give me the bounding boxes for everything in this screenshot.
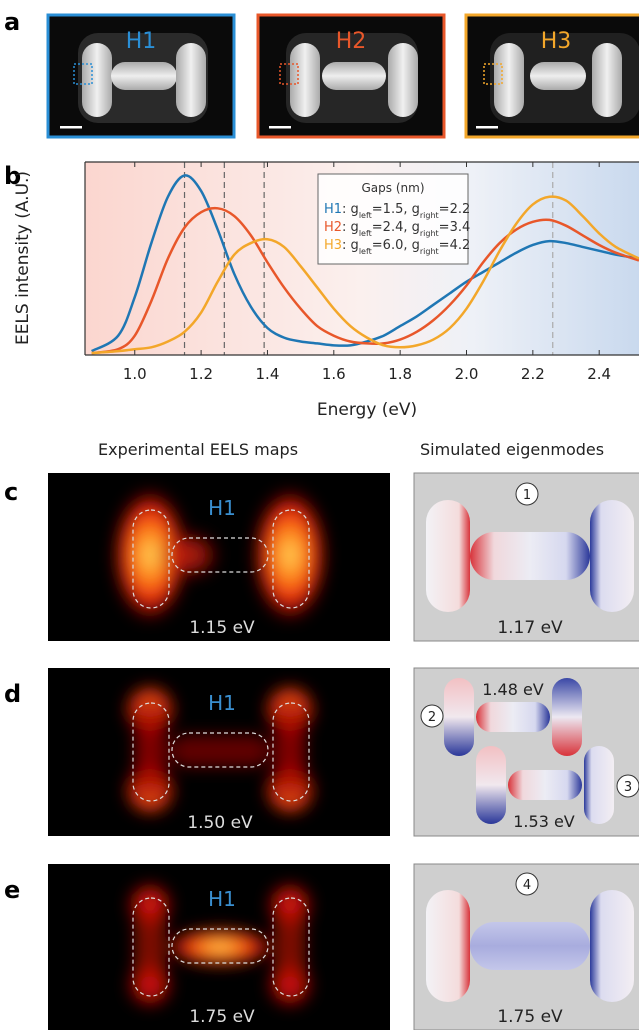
legend-title: Gaps (nm) [362,181,425,195]
y-axis-label: EELS intensity (A.U.) [13,171,33,345]
column-header-experimental: Experimental EELS maps [98,440,299,459]
column-header-simulated: Simulated eigenmodes [420,440,605,459]
mode-number-c: 1 [523,488,531,503]
stem-title-h1: H1 [126,29,157,54]
legend: Gaps (nm) H1: gleft=1.5, gright=2.2H2: g… [317,173,470,265]
x-axis-label: Energy (eV) [317,400,417,420]
legend-entry-h3: H3: gleft=6.0, gright=4.2 [324,238,470,256]
stem-image-h3: H3 [464,13,639,139]
eels-chart: 1.0 1.2 1.4 1.6 1.8 2.0 2.2 2.4 Energy (eV) EEL… [13,161,639,420]
stem-image-h2: H2 [256,13,446,139]
mode-number-d-a: 2 [428,710,436,725]
x-tick-label: 1.6 [322,365,346,383]
stem-title-h3: H3 [541,29,572,54]
map-title-c: H1 [208,496,236,520]
eels-map-c: H1 1.15 eV [48,473,390,641]
x-tick-label: 1.0 [123,365,147,383]
x-tick-label: 1.4 [256,365,280,383]
map-title-e: H1 [208,887,236,911]
mode-energy-e: 1.75 eV [497,1007,563,1027]
panel-a-images: H1 H2 H3 [46,13,639,139]
panel-label-b: b [4,162,22,190]
x-tick-label: 2.4 [587,365,611,383]
mode-energy-c: 1.17 eV [497,618,563,638]
x-tick-label: 2.0 [455,365,479,383]
stem-image-h1: H1 [46,13,236,139]
eigenmode-c: 1 1.17 eV [413,472,639,642]
series-line-h3 [91,195,639,355]
x-tick-label: 1.2 [189,365,213,383]
legend-entry-h2: H2: gleft=2.4, gright=3.4 [324,220,470,238]
x-tick-label: 1.8 [388,365,412,383]
mode-number-d-b: 3 [624,780,632,795]
map-energy-c: 1.15 eV [189,618,255,638]
panel-label-e: e [4,876,21,904]
panels-cde: H1 1.15 eV 1 1.17 eV H1 1.50 eV [48,472,639,1030]
eigenmode-d: 2 1.48 eV 3 1.53 eV [413,667,639,837]
series-line-h2 [91,206,639,355]
eigenmode-e: 4 1.75 eV [413,863,639,1030]
map-energy-e: 1.75 eV [189,1007,255,1027]
map-title-d: H1 [208,691,236,715]
series-line-h1 [91,174,639,353]
eels-map-d: H1 1.50 eV [48,668,390,836]
stem-title-h2: H2 [336,29,367,54]
panel-label-c: c [4,478,19,506]
mode-energy-d-b: 1.53 eV [513,812,575,831]
panel-label-d: d [4,680,22,708]
mode-number-e: 4 [523,878,531,893]
panel-label-a: a [4,8,21,36]
map-energy-d: 1.50 eV [187,813,253,833]
legend-entry-h1: H1: gleft=1.5, gright=2.2 [324,202,470,220]
eels-map-e: H1 1.75 eV [48,864,390,1030]
mode-energy-d-a: 1.48 eV [482,680,544,699]
x-tick-label: 2.2 [521,365,545,383]
